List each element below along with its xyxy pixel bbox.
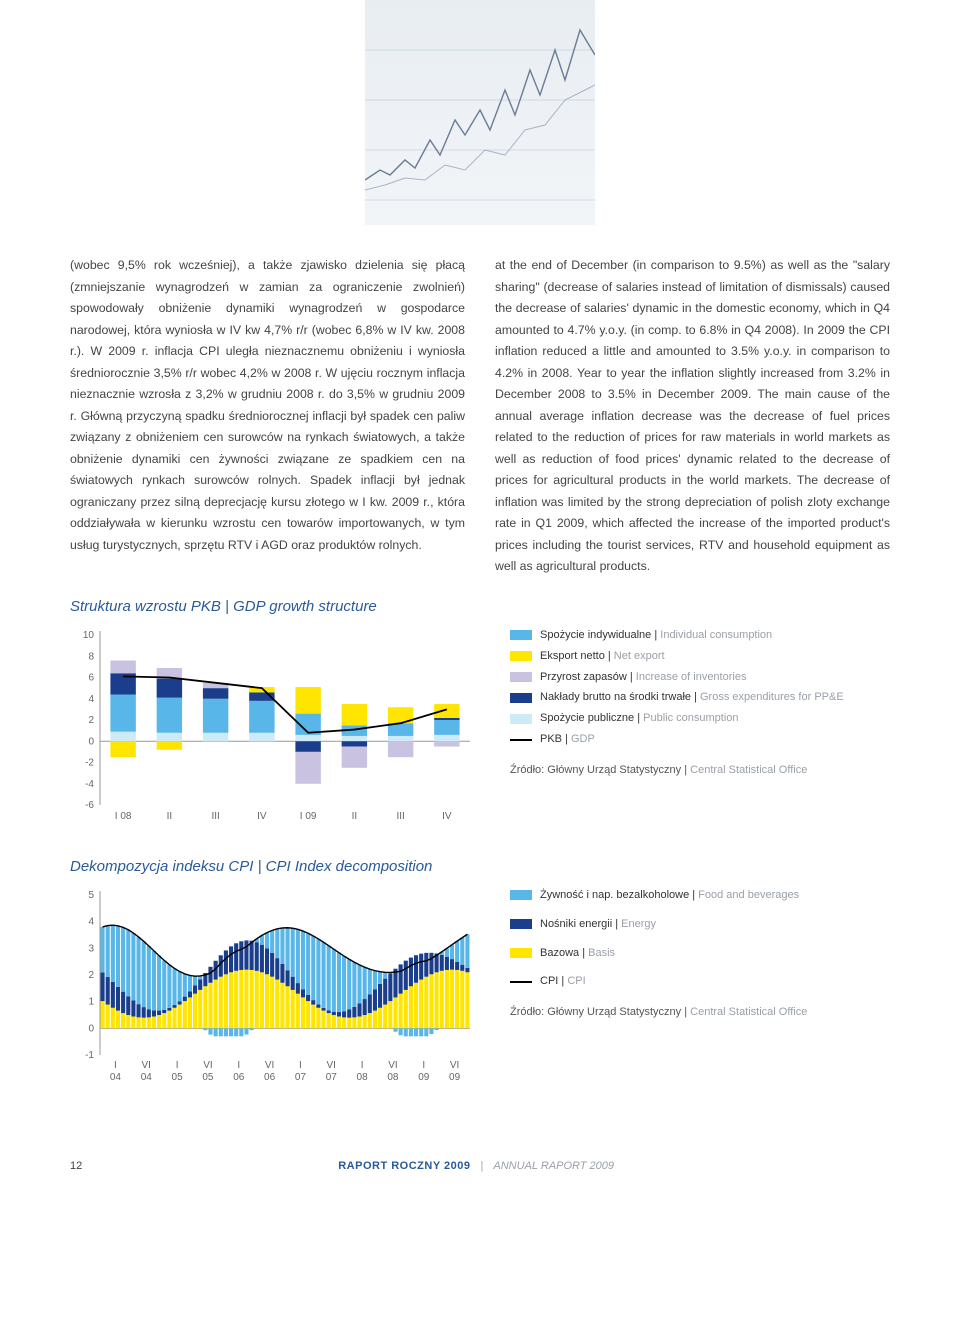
legend-label: Nakłady brutto na środki trwałe | Gross …	[540, 687, 844, 708]
svg-text:08: 08	[357, 1072, 369, 1083]
svg-text:I 08: I 08	[115, 811, 132, 822]
svg-text:04: 04	[141, 1072, 153, 1083]
chart1-title: Struktura wzrostu PKB | GDP growth struc…	[70, 598, 890, 615]
chart2-plot: -1012345I04VI04I05VI05I06VI06I07VI07I08V…	[70, 885, 480, 1100]
svg-text:06: 06	[264, 1072, 276, 1083]
chart2-source-en: Central Statistical Office	[690, 1006, 807, 1018]
svg-text:I: I	[299, 1060, 302, 1071]
body-text-pl: (wobec 9,5% rok wcześniej), a także zjaw…	[70, 255, 465, 578]
svg-text:I: I	[114, 1060, 117, 1071]
svg-text:VI: VI	[142, 1060, 151, 1071]
legend-swatch	[510, 919, 532, 929]
hero-chart-image	[365, 0, 595, 225]
page-number: 12	[70, 1160, 82, 1172]
svg-text:04: 04	[110, 1072, 122, 1083]
svg-text:IV: IV	[442, 811, 452, 822]
svg-text:05: 05	[172, 1072, 184, 1083]
legend-label: Przyrost zapasów | Increase of inventori…	[540, 667, 746, 688]
svg-text:05: 05	[202, 1072, 214, 1083]
chart2-title: Dekompozycja indeksu CPI | CPI Index dec…	[70, 858, 890, 875]
hero-line-icon	[365, 0, 595, 225]
legend-label: Spożycie indywidualne | Individual consu…	[540, 625, 772, 646]
legend-label: Żywność i nap. bezalkoholowe | Food and …	[540, 885, 799, 906]
svg-text:1: 1	[88, 996, 94, 1007]
legend-item-cpi_line: CPI | CPI	[510, 971, 890, 992]
svg-text:6: 6	[88, 672, 94, 683]
svg-text:10: 10	[83, 630, 95, 641]
legend-swatch	[510, 890, 532, 900]
svg-text:-2: -2	[85, 757, 94, 768]
chart2-legend: Żywność i nap. bezalkoholowe | Food and …	[510, 885, 890, 993]
legend-swatch	[510, 651, 532, 661]
legend-swatch	[510, 981, 532, 983]
svg-text:07: 07	[295, 1072, 307, 1083]
svg-text:08: 08	[387, 1072, 399, 1083]
legend-label: Bazowa | Basis	[540, 943, 615, 964]
svg-text:III: III	[396, 811, 404, 822]
svg-text:4: 4	[88, 916, 94, 927]
chart1-source: Źródło: Główny Urząd Statystyczny | Cent…	[510, 764, 890, 776]
legend-item-energy: Nośniki energii | Energy	[510, 914, 890, 935]
legend-item-pub_cons: Spożycie publiczne | Public consumption	[510, 708, 890, 729]
chart2-source-pl: Źródło: Główny Urząd Statystyczny	[510, 1006, 681, 1018]
legend-label: CPI | CPI	[540, 971, 586, 992]
chart1-legend: Spożycie indywidualne | Individual consu…	[510, 625, 890, 750]
svg-text:3: 3	[88, 943, 94, 954]
svg-text:VI: VI	[388, 1060, 397, 1071]
legend-label: PKB | GDP	[540, 729, 595, 750]
svg-text:5: 5	[88, 890, 94, 901]
svg-text:I: I	[361, 1060, 364, 1071]
svg-text:0: 0	[88, 1023, 94, 1034]
legend-swatch	[510, 714, 532, 724]
legend-item-net_exp: Eksport netto | Net export	[510, 646, 890, 667]
svg-text:VI: VI	[265, 1060, 274, 1071]
svg-text:I 09: I 09	[300, 811, 317, 822]
svg-text:-6: -6	[85, 800, 94, 811]
legend-item-gross_exp: Nakłady brutto na środki trwałe | Gross …	[510, 687, 890, 708]
body-text-columns: (wobec 9,5% rok wcześniej), a także zjaw…	[70, 255, 890, 578]
svg-text:-4: -4	[85, 778, 94, 789]
legend-swatch	[510, 739, 532, 741]
svg-text:07: 07	[326, 1072, 338, 1083]
svg-text:II: II	[167, 811, 173, 822]
chart2-source: Źródło: Główny Urząd Statystyczny | Cent…	[510, 1006, 890, 1018]
svg-text:I: I	[237, 1060, 240, 1071]
svg-text:06: 06	[233, 1072, 245, 1083]
svg-text:2: 2	[88, 970, 94, 981]
svg-text:VI: VI	[203, 1060, 212, 1071]
legend-item-basis: Bazowa | Basis	[510, 943, 890, 964]
legend-label: Eksport netto | Net export	[540, 646, 665, 667]
legend-swatch	[510, 693, 532, 703]
body-text-en: at the end of December (in comparison to…	[495, 255, 890, 578]
legend-item-inv_inc: Przyrost zapasów | Increase of inventori…	[510, 667, 890, 688]
svg-text:III: III	[211, 811, 219, 822]
chart1-source-en: Central Statistical Office	[690, 764, 807, 776]
svg-text:09: 09	[418, 1072, 430, 1083]
svg-text:I: I	[176, 1060, 179, 1071]
legend-swatch	[510, 948, 532, 958]
svg-text:VI: VI	[450, 1060, 459, 1071]
footer-title-en: ANNUAL RAPORT 2009	[493, 1160, 614, 1172]
legend-swatch	[510, 630, 532, 640]
svg-text:4: 4	[88, 693, 94, 704]
page-footer: 12 RAPORT ROCZNY 2009 | ANNUAL RAPORT 20…	[70, 1160, 890, 1172]
svg-text:I: I	[422, 1060, 425, 1071]
legend-item-food: Żywność i nap. bezalkoholowe | Food and …	[510, 885, 890, 906]
chart1-source-pl: Źródło: Główny Urząd Statystyczny	[510, 764, 681, 776]
legend-label: Nośniki energii | Energy	[540, 914, 656, 935]
svg-text:VI: VI	[327, 1060, 336, 1071]
svg-text:IV: IV	[257, 811, 267, 822]
svg-text:2: 2	[88, 715, 94, 726]
legend-label: Spożycie publiczne | Public consumption	[540, 708, 739, 729]
svg-text:8: 8	[88, 651, 94, 662]
svg-text:09: 09	[449, 1072, 461, 1083]
footer-title-pl: RAPORT ROCZNY 2009	[338, 1160, 470, 1172]
svg-text:-1: -1	[85, 1050, 94, 1061]
svg-text:0: 0	[88, 736, 94, 747]
chart1-plot: -6-4-20246810I 08IIIIIIVI 09IIIIIIV	[70, 625, 480, 840]
legend-swatch	[510, 672, 532, 682]
legend-item-gdp_line: PKB | GDP	[510, 729, 890, 750]
svg-text:II: II	[352, 811, 358, 822]
legend-item-ind_cons: Spożycie indywidualne | Individual consu…	[510, 625, 890, 646]
